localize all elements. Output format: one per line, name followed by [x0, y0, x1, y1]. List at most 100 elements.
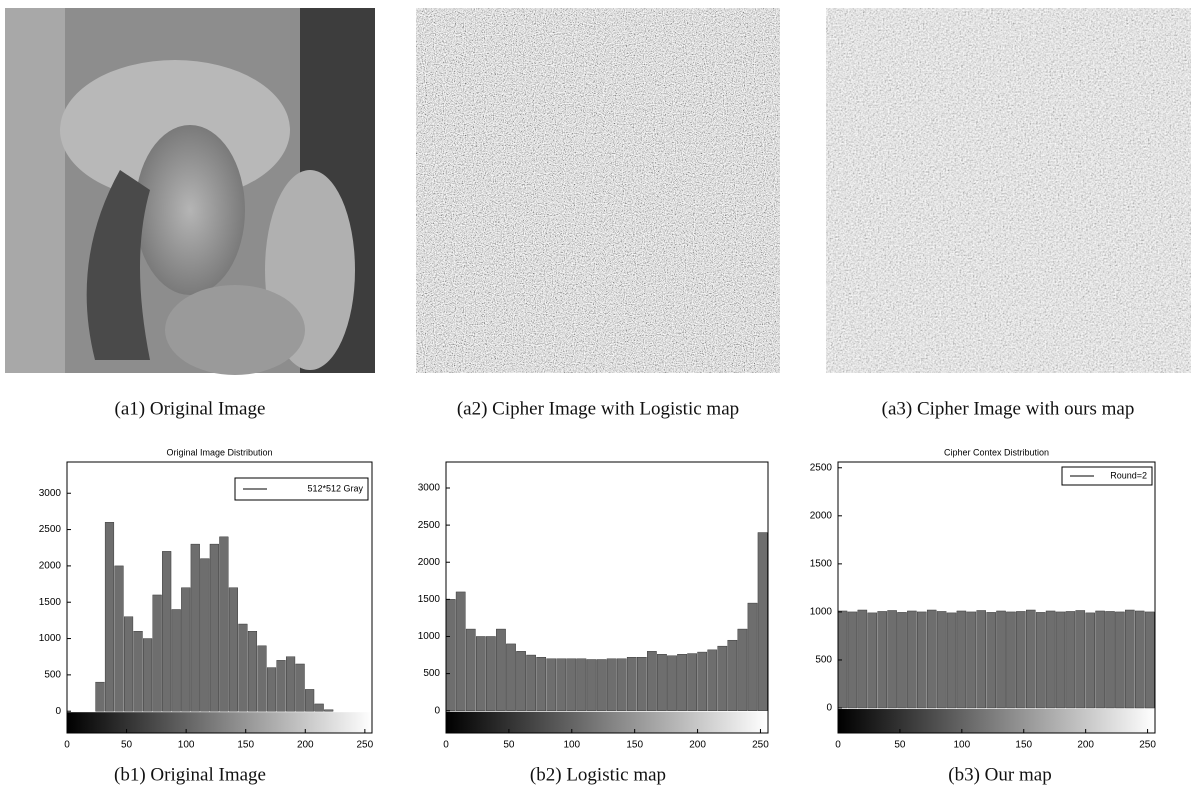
chart-caption: (b3) Our map [948, 764, 1051, 785]
bar [527, 655, 536, 711]
bar [277, 660, 286, 711]
x-tick-label: 100 [953, 740, 970, 751]
x-tick-label: 200 [689, 740, 706, 751]
figure: (a1) Original Image (a2) Cipher Image wi… [0, 0, 1194, 788]
y-tick-label: 2500 [39, 524, 62, 535]
bar [315, 704, 324, 711]
bar [688, 654, 697, 711]
y-tick-label: 500 [815, 655, 832, 666]
bar [200, 559, 209, 712]
bar [1066, 611, 1075, 708]
y-tick-label: 1000 [39, 633, 62, 644]
x-tick-label: 200 [1077, 740, 1094, 751]
bar [1096, 611, 1105, 708]
y-tick-label: 500 [44, 670, 61, 681]
bar [718, 646, 727, 711]
figure-canvas: (a1) Original Image (a2) Cipher Image wi… [0, 0, 1194, 788]
bar [1105, 611, 1114, 708]
legend-label: 512*512 Gray [307, 483, 363, 493]
x-tick-label: 150 [626, 740, 643, 751]
bar [868, 613, 877, 708]
bar [466, 629, 475, 711]
bar [1046, 611, 1055, 708]
bar [496, 629, 505, 711]
x-tick-label: 0 [443, 740, 449, 751]
chart-caption: (b2) Logistic map [530, 764, 666, 785]
bar [506, 644, 515, 711]
bar [667, 656, 676, 711]
x-tick-label: 100 [178, 740, 195, 751]
bar [162, 551, 171, 711]
bar [124, 617, 133, 711]
bar [897, 612, 906, 708]
original-image [5, 8, 375, 375]
bar [96, 682, 105, 711]
bar [748, 603, 757, 711]
bar [1115, 612, 1124, 708]
y-tick-label: 1000 [810, 607, 833, 618]
bar [937, 611, 946, 708]
bar [987, 612, 996, 708]
bar [248, 631, 257, 711]
bar [1026, 610, 1035, 708]
legend-label: Round=2 [1110, 470, 1147, 480]
x-tick-label: 0 [64, 740, 70, 751]
bar [1086, 613, 1095, 708]
bar [210, 544, 219, 711]
x-tick-label: 50 [121, 740, 133, 751]
bar [967, 612, 976, 708]
bar [286, 657, 295, 711]
y-tick-label: 2000 [810, 510, 833, 521]
image-caption: (a3) Cipher Image with ours map [882, 398, 1135, 419]
bar [947, 613, 956, 708]
bar [305, 689, 314, 711]
bar [134, 631, 143, 711]
x-tick-label: 0 [835, 740, 841, 751]
bar [1076, 610, 1085, 708]
bar [637, 657, 646, 710]
bar [617, 659, 626, 711]
bar [516, 651, 525, 710]
bar [758, 533, 767, 711]
y-tick-label: 3000 [39, 488, 62, 499]
bar [1145, 612, 1154, 708]
bar [181, 588, 190, 712]
y-tick-label: 2500 [418, 520, 441, 531]
image-caption: (a1) Original Image [115, 398, 266, 419]
bar [1056, 612, 1065, 708]
chart-caption: (b1) Original Image [114, 764, 266, 785]
x-tick-label: 50 [894, 740, 906, 751]
x-tick-label: 200 [297, 740, 314, 751]
bar [848, 612, 857, 708]
x-tick-label: 250 [357, 740, 374, 751]
bar [220, 537, 229, 711]
bar [907, 611, 916, 708]
bar [105, 522, 114, 711]
bar [708, 650, 717, 711]
colorbar [67, 712, 372, 733]
bar [557, 659, 566, 711]
bar [657, 654, 666, 710]
bar [239, 624, 248, 711]
bar [627, 657, 636, 710]
bar [115, 566, 124, 711]
bar [647, 651, 656, 710]
x-tick-label: 250 [1139, 740, 1156, 751]
x-tick-label: 150 [1015, 740, 1032, 751]
bar [324, 710, 333, 711]
x-tick-label: 50 [503, 740, 515, 751]
bar [597, 659, 606, 710]
bar [1135, 611, 1144, 708]
bar [728, 640, 737, 711]
y-tick-label: 2000 [418, 557, 441, 568]
chart-title: Cipher Contex Distribution [944, 447, 1049, 457]
chart-title: Original Image Distribution [166, 447, 272, 457]
y-tick-label: 0 [434, 705, 440, 716]
bar [858, 610, 867, 708]
bar [997, 611, 1006, 708]
bar [1125, 610, 1134, 708]
bar [1036, 612, 1045, 708]
bar [607, 659, 616, 711]
y-tick-label: 1500 [418, 594, 441, 605]
bar [547, 659, 556, 711]
